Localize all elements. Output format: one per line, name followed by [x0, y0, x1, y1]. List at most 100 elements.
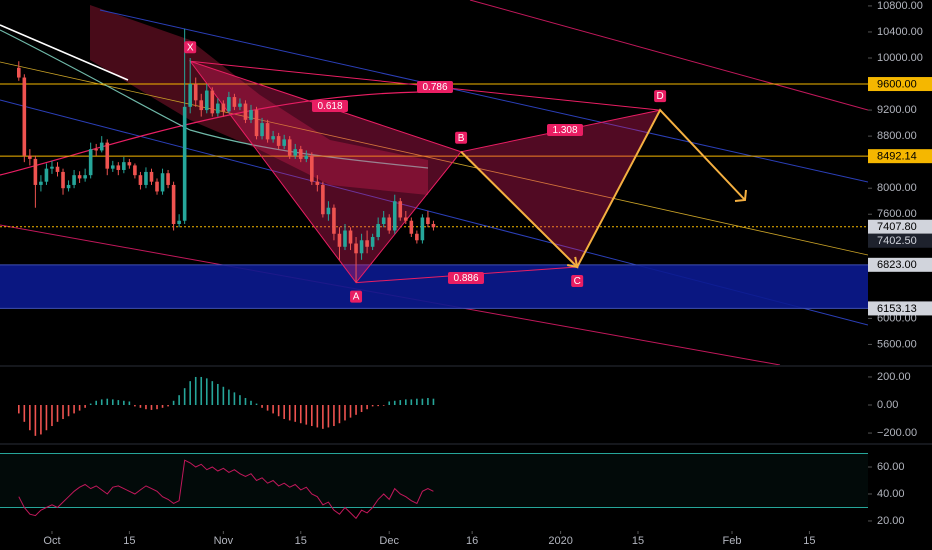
histogram-bar — [416, 398, 418, 405]
candle-body — [304, 155, 309, 159]
price-box — [868, 149, 932, 164]
x-tick-label: 15 — [803, 535, 815, 547]
ratio-label: 0.886 — [453, 273, 478, 284]
price-box-label: 7407.80 — [877, 221, 917, 233]
price-box-label: 9600.00 — [877, 78, 917, 90]
candle-body — [216, 103, 220, 114]
pattern-label-box — [455, 131, 468, 144]
x-tick-label: 16 — [466, 535, 478, 547]
candle-body — [122, 162, 126, 170]
histogram-bar — [111, 399, 114, 405]
histogram-bar — [161, 405, 164, 408]
pattern-label: X — [187, 42, 194, 53]
histogram-bar — [344, 405, 346, 421]
candle-body — [238, 103, 242, 107]
candle-body — [287, 139, 292, 156]
candle-body — [310, 155, 314, 182]
candle-body — [365, 240, 369, 247]
candle-body — [16, 67, 21, 78]
histogram-bar — [393, 400, 396, 405]
y-tick-label: 40.00 — [877, 488, 905, 500]
histogram-bar — [150, 405, 153, 410]
ratio-label: 1.308 — [552, 125, 577, 136]
histogram-bar — [272, 405, 274, 414]
ratio-box — [417, 81, 453, 93]
arrow-head — [566, 256, 579, 269]
candle-body — [83, 175, 87, 179]
candle-body — [243, 103, 248, 120]
candle-body — [66, 184, 71, 189]
pattern-label-box — [571, 274, 584, 287]
candle-body — [94, 149, 98, 151]
histogram-bar — [84, 405, 86, 408]
histogram-bar — [29, 405, 31, 431]
candle-body — [298, 149, 303, 159]
cloud-band — [90, 5, 428, 195]
candle-body — [138, 175, 143, 185]
histogram-bar — [327, 405, 330, 428]
pattern-label-box — [184, 41, 197, 54]
candle-body — [44, 168, 49, 182]
y-tick-label: 5600.00 — [877, 338, 917, 350]
y-tick-label: 60.00 — [877, 461, 905, 473]
histogram-bar — [189, 381, 191, 405]
histogram-bar — [62, 405, 64, 420]
candle-body — [188, 84, 192, 107]
price-box-label: 6153.13 — [877, 303, 917, 315]
candle-body — [415, 233, 419, 241]
candle-body — [55, 166, 60, 172]
histogram-bar — [67, 405, 70, 417]
candle-body — [50, 166, 54, 169]
candle-body — [398, 201, 403, 218]
pattern-label: D — [657, 91, 664, 102]
histogram-bar — [333, 405, 335, 427]
histogram-bar — [73, 405, 75, 414]
histogram-bar — [128, 401, 131, 405]
candle-body — [204, 90, 209, 111]
candle-body — [171, 184, 176, 224]
candle-body — [127, 162, 132, 166]
price-box — [868, 219, 932, 234]
candle-body — [22, 77, 27, 156]
histogram-bar — [45, 405, 48, 431]
histogram-bar — [123, 400, 125, 405]
histogram-bar — [134, 405, 136, 407]
histogram-bar — [427, 397, 429, 405]
x-tick-label: Oct — [43, 535, 60, 547]
histogram-bar — [277, 405, 280, 417]
histogram-bar — [139, 405, 142, 408]
candle-body — [199, 100, 204, 111]
histogram-bar — [56, 405, 59, 422]
price-box — [868, 77, 932, 92]
candle-body — [105, 142, 110, 169]
histogram-bar — [410, 399, 413, 405]
histogram-bar — [156, 405, 158, 410]
histogram-bar — [239, 395, 241, 405]
histogram-bar — [338, 405, 341, 424]
x-tick-label: 15 — [295, 535, 307, 547]
histogram-bar — [244, 397, 247, 405]
pattern-fill — [188, 60, 462, 284]
candle-body — [260, 123, 264, 137]
histogram-bar — [421, 398, 424, 405]
y-tick-label: 10000.00 — [877, 52, 923, 64]
candle-body — [144, 171, 148, 185]
candle-body — [332, 207, 336, 234]
x-tick-label: Dec — [379, 535, 399, 547]
histogram-bar — [405, 399, 407, 405]
moving-average — [0, 29, 429, 169]
candle-body — [110, 165, 115, 169]
histogram-bar — [178, 395, 180, 405]
ratio-box — [547, 124, 583, 136]
x-tick-label: 2020 — [548, 535, 572, 547]
candle-body — [370, 237, 375, 247]
candle-body — [221, 103, 226, 112]
price-box-label: 6823.00 — [877, 259, 917, 271]
candle-body — [293, 149, 298, 156]
candle-body — [404, 217, 408, 221]
arrow-head — [734, 189, 747, 202]
candle-body — [28, 155, 32, 159]
histogram-bar — [388, 401, 391, 405]
histogram-bar — [349, 405, 352, 418]
